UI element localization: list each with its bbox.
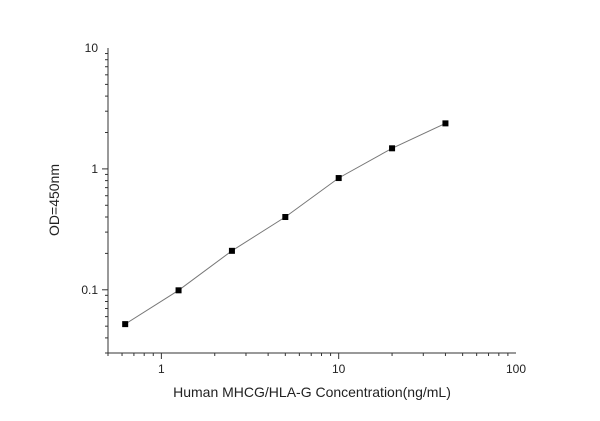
x-tick-label: 100 [506, 362, 526, 376]
fit-curve [124, 122, 446, 325]
y-tick-label: 10 [85, 41, 99, 55]
y-tick-label: 0.1 [81, 283, 98, 297]
data-point [389, 145, 396, 152]
data-point [175, 287, 182, 294]
x-tick-label: 10 [332, 362, 346, 376]
y-axis-title: OD=450nm [46, 164, 62, 236]
data-point [228, 247, 235, 254]
plot-area: 1 10 100 0.1 1 10 [81, 41, 526, 376]
data-point [122, 321, 129, 328]
x-tick-label: 1 [158, 362, 165, 376]
data-point [335, 175, 342, 182]
data-point [282, 214, 289, 221]
y-tick-label: 1 [91, 162, 98, 176]
x-axis-title: Human MHCG/HLA-G Concentration(ng/mL) [173, 384, 451, 400]
data-point [442, 120, 449, 127]
